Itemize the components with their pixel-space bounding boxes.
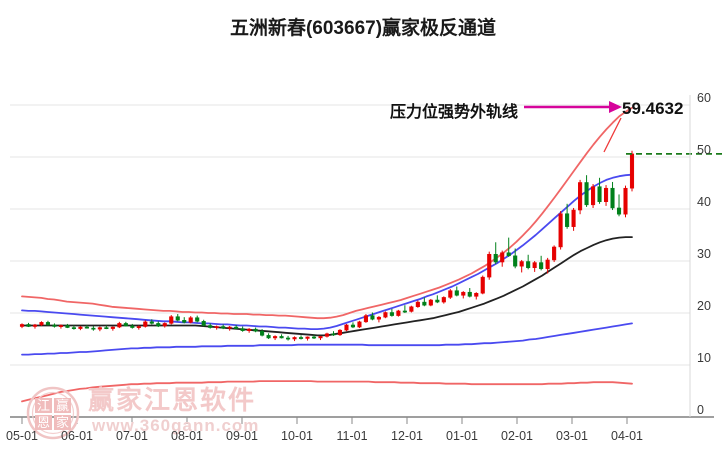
x-axis-tick-label: 01-01 bbox=[446, 429, 478, 443]
axes bbox=[10, 95, 714, 424]
x-axis-tick-label: 09-01 bbox=[226, 429, 258, 443]
y-axis-tick-label: 30 bbox=[697, 247, 711, 261]
x-axis-tick-label: 04-01 bbox=[611, 429, 643, 443]
x-axis-tick-label: 05-01 bbox=[6, 429, 38, 443]
y-axis-tick-label: 0 bbox=[697, 403, 704, 417]
annotation-label: 压力位强势外轨线 bbox=[390, 104, 519, 121]
y-axis-tick-label: 50 bbox=[697, 143, 711, 157]
candlesticks bbox=[19, 150, 635, 342]
x-axis-tick-label: 12-01 bbox=[391, 429, 423, 443]
page-title: 五洲新春(603667)赢家极反通道 bbox=[229, 18, 497, 39]
channel-lines bbox=[21, 106, 633, 403]
y-axis-tick-label: 40 bbox=[697, 195, 711, 209]
y-axis-tick-label: 60 bbox=[697, 91, 711, 105]
y-axis-tick-label: 20 bbox=[697, 299, 711, 313]
x-axis-tick-label: 10-01 bbox=[281, 429, 313, 443]
x-axis-tick-label: 11-01 bbox=[336, 429, 368, 443]
x-axis-tick-label: 03-01 bbox=[556, 429, 588, 443]
x-axis-tick-label: 06-01 bbox=[61, 429, 93, 443]
y-axis-tick-label: 10 bbox=[697, 351, 711, 365]
x-axis-tick-label: 07-01 bbox=[116, 429, 148, 443]
x-axis-tick-label: 08-01 bbox=[171, 429, 203, 443]
annotation-value: 59.4632 bbox=[622, 99, 684, 118]
annotation-arrow bbox=[524, 101, 622, 153]
x-axis-tick-label: 02-01 bbox=[501, 429, 533, 443]
